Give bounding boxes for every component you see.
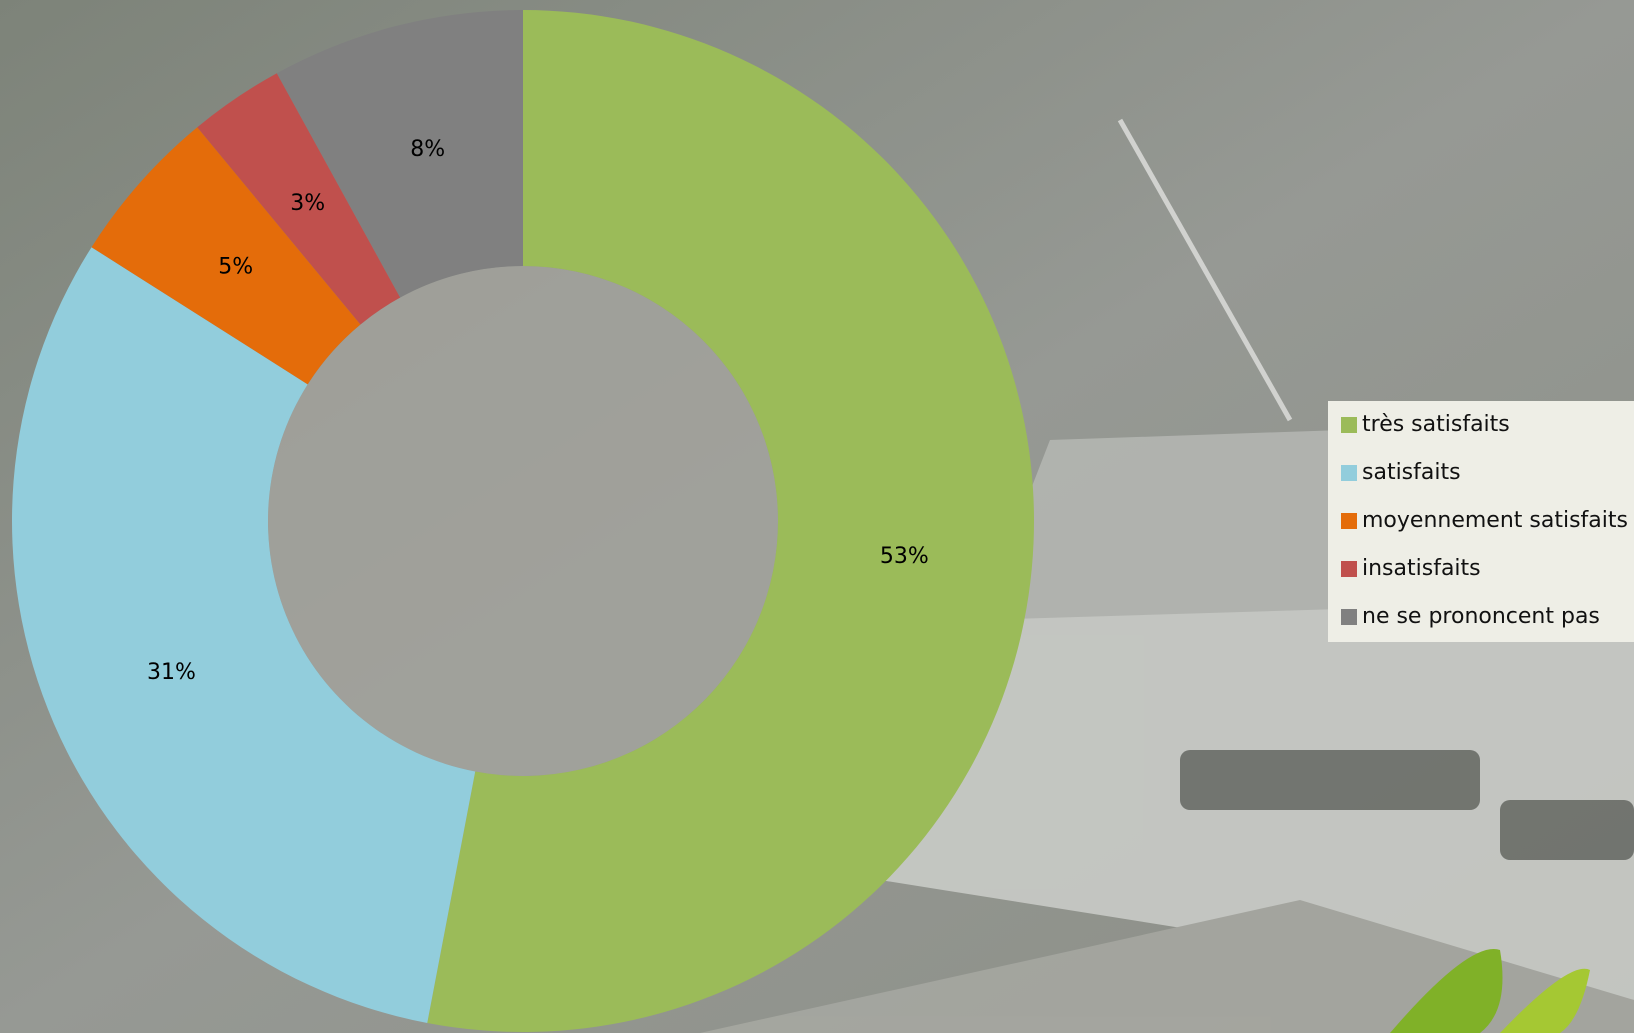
legend-label: satisfaits	[1362, 460, 1461, 485]
legend-label: ne se prononcent pas	[1362, 604, 1600, 629]
legend-swatch	[1341, 609, 1357, 625]
legend-label: insatisfaits	[1362, 556, 1481, 581]
legend-label: moyennement satisfaits	[1362, 508, 1628, 533]
legend-swatch	[1341, 417, 1357, 433]
legend-swatch	[1341, 561, 1357, 577]
data-label: 53%	[880, 544, 929, 569]
data-label: 5%	[218, 255, 253, 280]
data-label: 3%	[290, 191, 325, 216]
legend-swatch	[1341, 465, 1357, 481]
legend-swatch	[1341, 513, 1357, 529]
center-photo	[268, 266, 778, 776]
data-label: 8%	[410, 137, 445, 162]
legend-label: très satisfaits	[1362, 412, 1510, 437]
data-label: 31%	[147, 660, 196, 685]
page: 53% 31% 5% 3% 8% très satisfaits satisfaits mo…	[0, 0, 1634, 1033]
chart: 53% 31% 5% 3% 8% très satisfaits satisfaits mo…	[0, 0, 1634, 1033]
